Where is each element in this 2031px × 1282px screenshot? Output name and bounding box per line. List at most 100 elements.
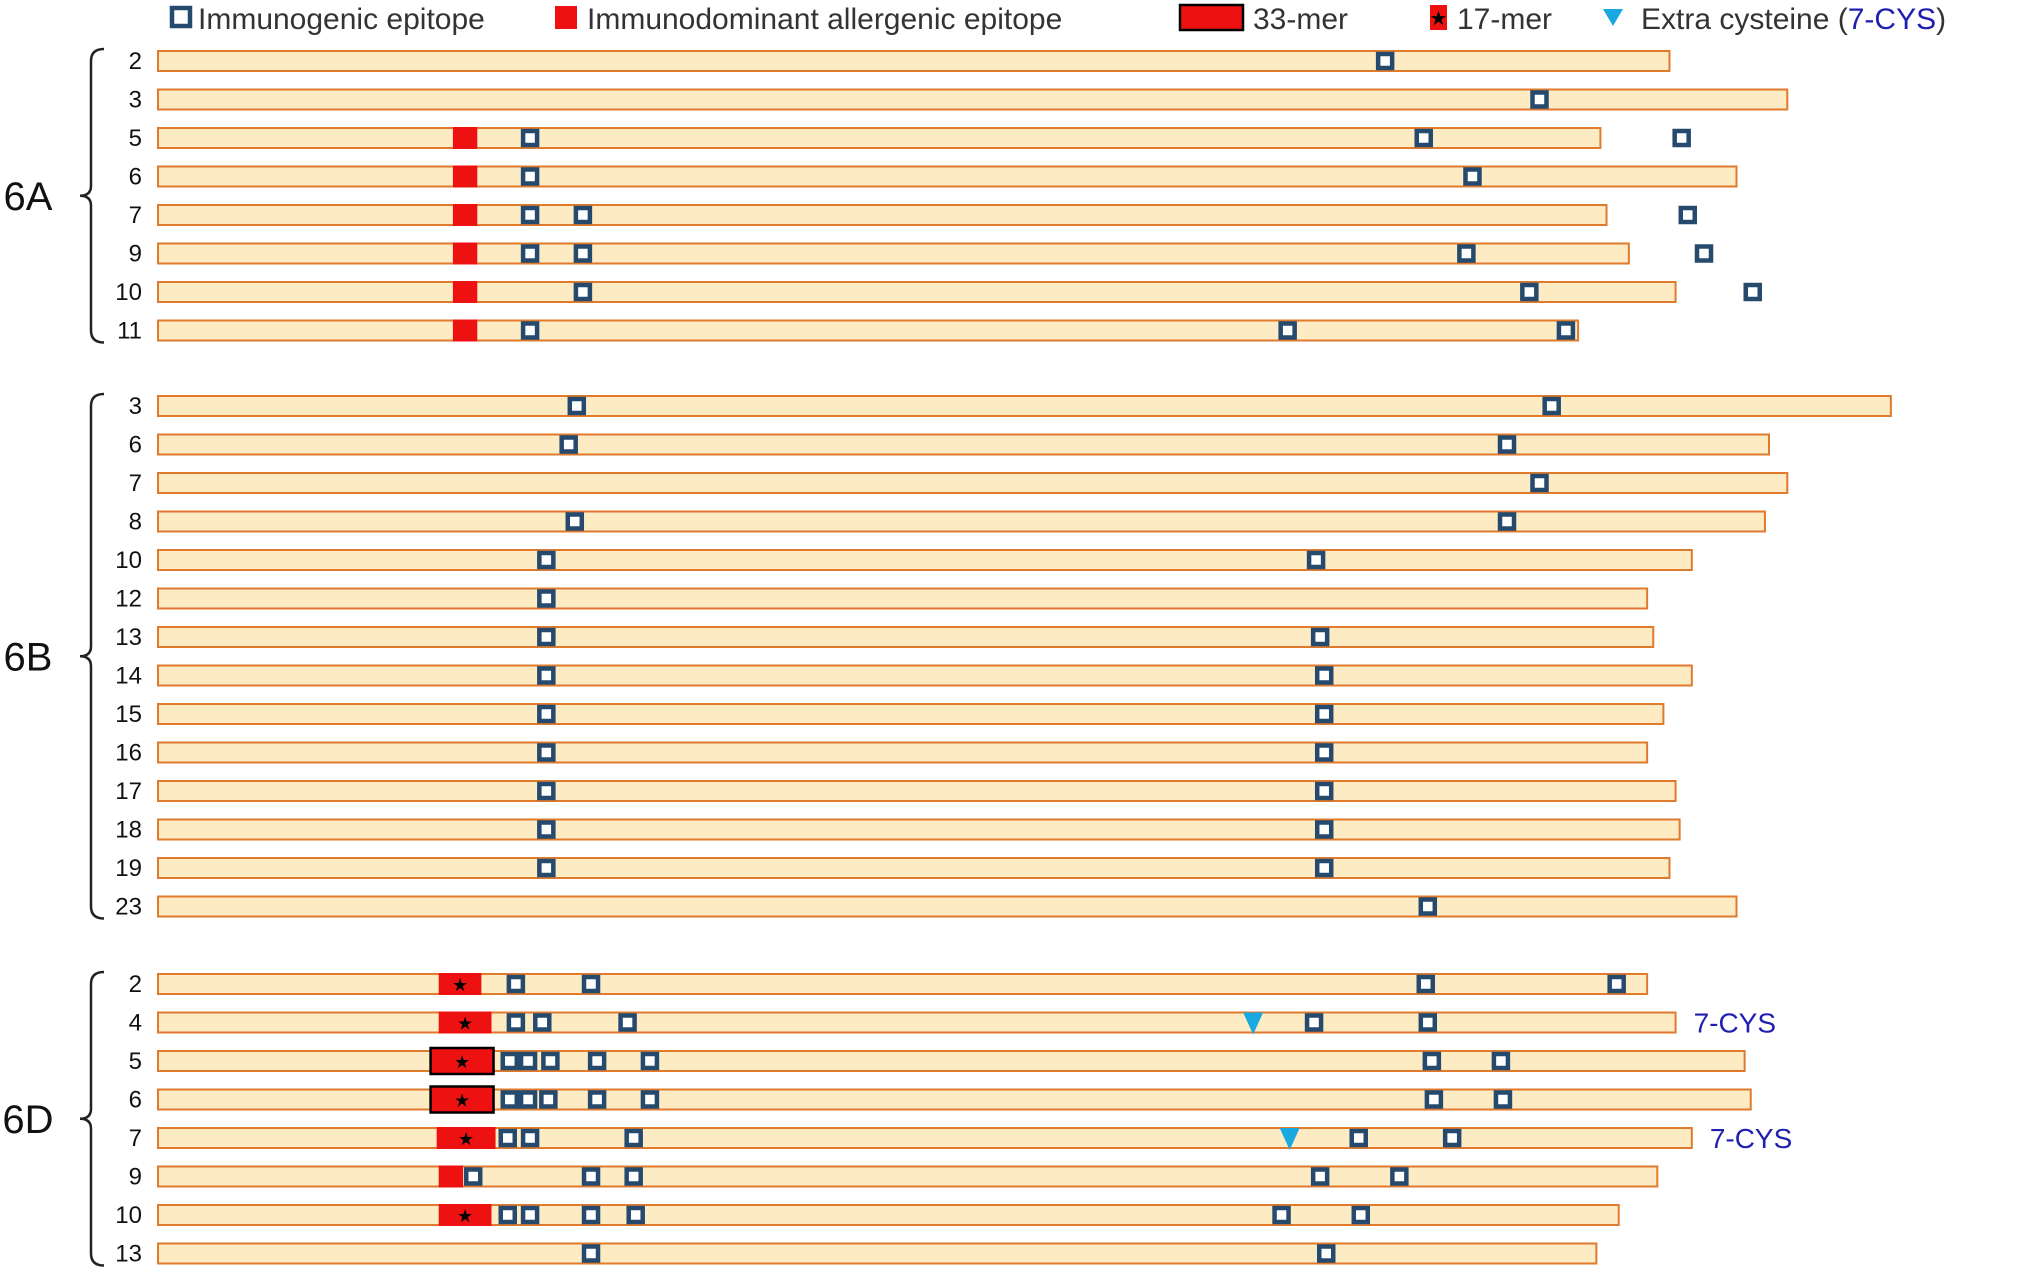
- star-icon: ★: [454, 1052, 470, 1073]
- immunogenic-epitope-marker: [1418, 897, 1438, 916]
- allergenic-epitope-marker: [452, 319, 478, 342]
- sequence-bar: [157, 1204, 1620, 1226]
- immunogenic-epitope-marker: [1304, 1013, 1324, 1032]
- immunogenic-epitope-marker: [506, 1013, 526, 1032]
- immunogenic-epitope-marker: [1314, 666, 1334, 685]
- immunogenic-epitope-marker: [500, 1051, 520, 1071]
- immunogenic-epitope-marker: [626, 1205, 645, 1225]
- sequence-bar: [157, 741, 1649, 764]
- sequence-row: 3: [129, 393, 1892, 420]
- immunogenic-epitope-marker: [1497, 435, 1517, 454]
- legend-33mer-icon: [1178, 3, 1245, 32]
- row-label: 19: [115, 855, 142, 882]
- immunogenic-epitope-marker: [520, 321, 540, 340]
- immunogenic-epitope-marker: [520, 1128, 540, 1148]
- row-label: 7: [129, 1125, 142, 1152]
- row-label: 10: [115, 547, 142, 574]
- immunogenic-epitope-marker: [1424, 1090, 1444, 1109]
- sequence-row: 4 ★ 7-CYS: [129, 1008, 1776, 1039]
- immunogenic-epitope-marker: [539, 1090, 558, 1109]
- sequence-row: 3: [129, 87, 1789, 114]
- immunogenic-epitope-marker: [581, 1167, 601, 1186]
- row-label: 16: [115, 740, 142, 767]
- sequence-row: 13: [115, 1241, 1598, 1268]
- immunogenic-epitope-marker: [581, 1244, 601, 1263]
- sequence-bar: [157, 395, 1892, 417]
- legend: Immunogenic epitope Immunodominant aller…: [169, 3, 1946, 36]
- sequence-bar: [157, 433, 1771, 456]
- row-label: 10: [115, 279, 142, 306]
- immunogenic-epitope-marker: [1542, 396, 1561, 416]
- row-label: 2: [129, 971, 142, 998]
- sequence-row: 14: [115, 663, 1693, 690]
- sequence-row: 6: [129, 164, 1738, 191]
- row-label: 3: [129, 393, 142, 420]
- immunogenic-epitope-marker: [1491, 1051, 1511, 1071]
- chromosome-groups: 6A23567910116B3678101213141516171819236D…: [2, 47, 1892, 1268]
- immunogenic-epitope-marker: [1375, 51, 1395, 71]
- group-label: 6B: [4, 635, 53, 679]
- immunogenic-epitope-marker: [1530, 90, 1549, 109]
- row-label: 7: [129, 202, 142, 229]
- sequence-row: 9: [129, 241, 1714, 268]
- allergenic-epitope-marker: [438, 1165, 464, 1188]
- sequence-row: 2: [129, 48, 1671, 75]
- mer17-marker: [438, 1204, 492, 1226]
- immunogenic-epitope-marker: [1422, 1051, 1442, 1071]
- immunogenic-epitope-marker: [1493, 1090, 1513, 1109]
- sequence-bar: [157, 281, 1677, 303]
- sequence-row: 2 ★: [129, 971, 1649, 998]
- mer17-marker: [436, 1127, 496, 1149]
- sequence-row: 5: [129, 125, 1691, 152]
- row-label: 6: [129, 432, 142, 459]
- immunogenic-epitope-marker: [537, 858, 556, 878]
- sequence-bar: [157, 973, 1649, 995]
- sequence-bar: [157, 127, 1602, 149]
- legend-allergenic-label: Immunodominant allergenic epitope: [587, 3, 1062, 36]
- immunogenic-epitope-marker: [1416, 974, 1436, 994]
- legend-immunogenic-epitope-icon: [169, 5, 193, 29]
- immunogenic-epitope-marker: [587, 1051, 607, 1071]
- immunogenic-epitope-marker: [1349, 1128, 1368, 1148]
- sequence-bar: [157, 857, 1671, 879]
- star-icon: ★: [457, 1206, 473, 1227]
- sequence-row: 11: [117, 318, 1580, 345]
- mer33-marker: [429, 1046, 495, 1076]
- extra-cysteine-marker: [1279, 1128, 1300, 1150]
- immunogenic-epitope-marker: [541, 1051, 560, 1071]
- sequence-row: 10: [115, 279, 1763, 306]
- row-label: 23: [115, 894, 142, 921]
- immunogenic-epitope-marker: [1351, 1205, 1371, 1225]
- immunogenic-epitope-marker: [1463, 167, 1482, 186]
- legend-cysteine-code: 7-CYS: [1848, 3, 1936, 36]
- sequence-bar: [157, 242, 1630, 265]
- immunogenic-epitope-marker: [573, 282, 593, 302]
- sequence-row: 10: [115, 547, 1693, 574]
- sequence-bar: [157, 472, 1789, 494]
- sequence-bar: [157, 204, 1608, 226]
- legend-allergenic-epitope-icon: [555, 6, 577, 29]
- legend-extra-cysteine-icon: [1603, 9, 1623, 26]
- sequence-row: 7: [129, 202, 1698, 229]
- mer17-marker: [438, 973, 482, 995]
- group-bracket: [79, 970, 105, 1267]
- row-label: 12: [115, 586, 142, 613]
- immunogenic-epitope-marker: [1310, 627, 1330, 647]
- immunogenic-epitope-marker: [506, 974, 526, 994]
- sequence-row: 16: [115, 740, 1649, 767]
- immunogenic-epitope-marker: [1442, 1128, 1462, 1148]
- row-label: 5: [129, 1048, 142, 1075]
- row-label: 10: [115, 1202, 142, 1229]
- immunogenic-epitope-marker: [640, 1051, 660, 1071]
- allergenic-epitope-marker: [452, 165, 478, 188]
- immunogenic-epitope-marker: [520, 1205, 540, 1225]
- row-label: 18: [115, 817, 142, 844]
- sequence-bar: [157, 1011, 1677, 1034]
- sequence-bar: [157, 50, 1671, 72]
- immunogenic-epitope-marker: [573, 205, 593, 225]
- immunogenic-epitope-marker: [1278, 321, 1297, 340]
- sequence-row: 12: [115, 586, 1649, 613]
- row-label: 8: [129, 509, 142, 536]
